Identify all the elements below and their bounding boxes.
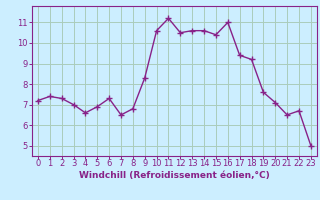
X-axis label: Windchill (Refroidissement éolien,°C): Windchill (Refroidissement éolien,°C) bbox=[79, 171, 270, 180]
